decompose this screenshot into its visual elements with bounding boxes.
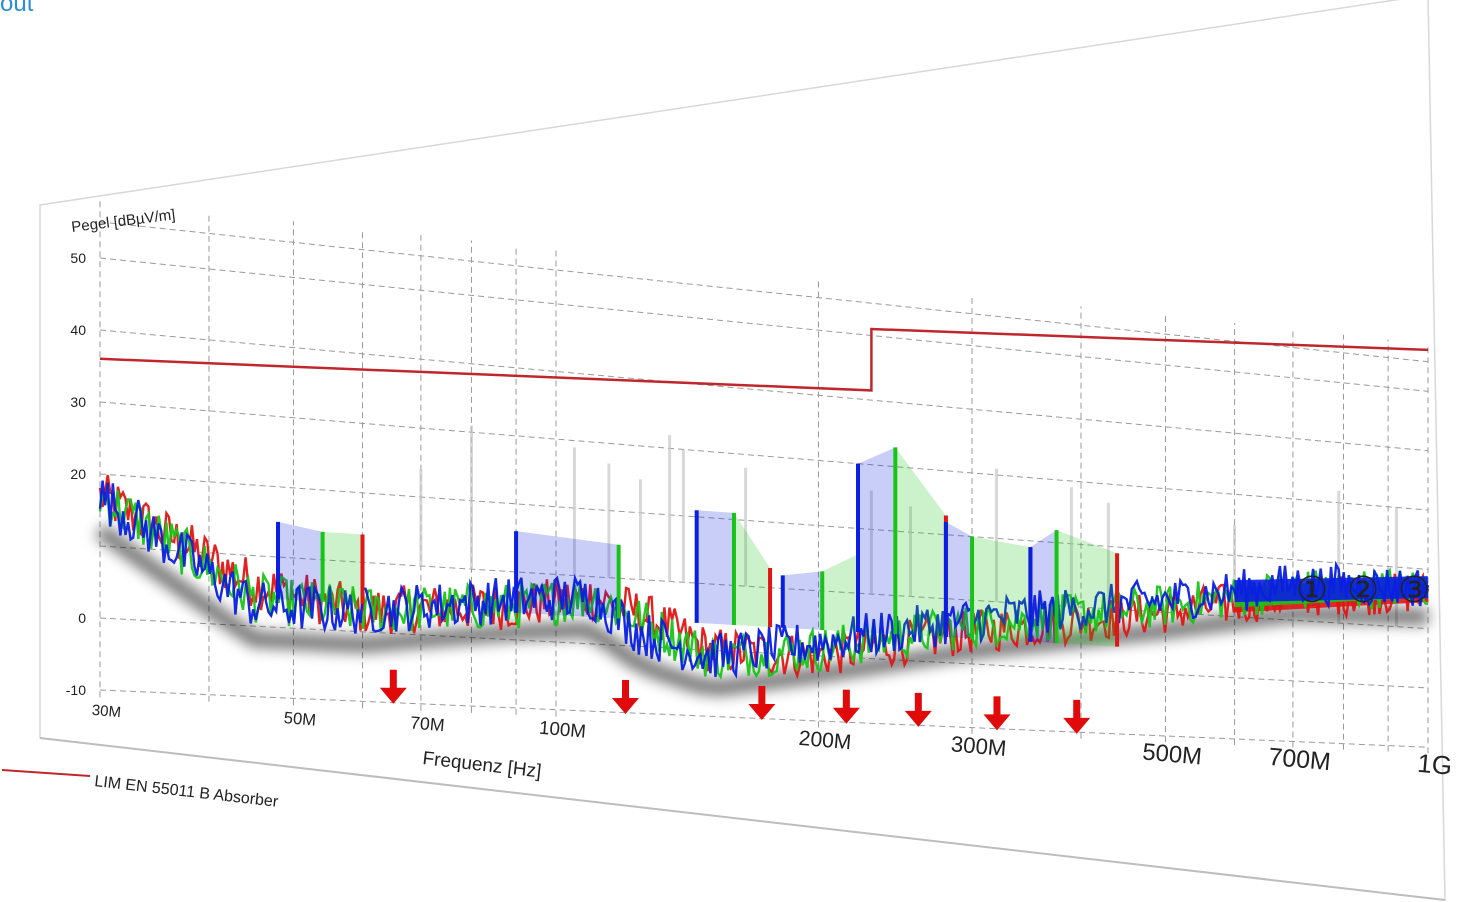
emission-fill bbox=[696, 510, 734, 625]
x-tick-label: 500M bbox=[1141, 738, 1203, 770]
x-tick-label: 1G bbox=[1416, 748, 1453, 781]
y-tick-label: 30 bbox=[70, 394, 86, 410]
corner-text: out bbox=[0, 0, 34, 17]
x-tick-label: 50M bbox=[283, 708, 317, 730]
y-tick-label: -10 bbox=[66, 682, 86, 698]
marker-arrow-shaft bbox=[1073, 699, 1081, 720]
marker-arrow-shaft bbox=[842, 689, 850, 710]
grid-line-h bbox=[99, 401, 1429, 511]
trace-band-1 bbox=[1234, 576, 1429, 603]
x-tick-label: 300M bbox=[950, 731, 1007, 761]
marker-arrow-head bbox=[983, 714, 1011, 731]
x-tick-label: 200M bbox=[798, 727, 852, 754]
marker-arrow-shaft bbox=[389, 669, 397, 690]
legend-label: LIM EN 55011 B Absorber bbox=[94, 773, 280, 811]
marker-arrow-head bbox=[379, 687, 407, 704]
x-tick-label: 70M bbox=[409, 712, 445, 735]
emission-fill bbox=[322, 531, 363, 604]
grid-line-h bbox=[99, 473, 1429, 570]
limit-line bbox=[99, 327, 1429, 392]
trace-1 bbox=[98, 480, 1430, 679]
marker-arrow-shaft bbox=[758, 685, 766, 706]
y-tick-label: 20 bbox=[70, 466, 86, 482]
emission-fill bbox=[278, 521, 323, 602]
marker-arrow-head bbox=[748, 703, 776, 720]
emission-fill bbox=[782, 571, 823, 630]
y-tick-label: 40 bbox=[70, 322, 86, 338]
marker-arrow-shaft bbox=[914, 692, 922, 713]
y-tick-label: 50 bbox=[70, 250, 86, 266]
grid-line-h bbox=[99, 329, 1429, 452]
grid-line-h bbox=[99, 257, 1429, 392]
panel-bottom-edge bbox=[39, 737, 1446, 901]
trace-shadow bbox=[95, 523, 1429, 696]
emission-fill bbox=[858, 447, 896, 635]
marker-arrow-shaft bbox=[993, 696, 1001, 717]
marker-arrow-head bbox=[832, 707, 860, 724]
y-tick-label: 0 bbox=[78, 610, 86, 626]
trace-marker-2: ② bbox=[1347, 569, 1379, 610]
emission-fill bbox=[1056, 530, 1118, 647]
grid-line-h bbox=[99, 689, 1429, 748]
x-tick-label: 100M bbox=[538, 717, 587, 742]
x-tick-label: 30M bbox=[91, 702, 122, 721]
marker-arrow-head bbox=[1063, 717, 1091, 734]
emission-fill bbox=[895, 447, 946, 637]
marker-arrow-head bbox=[904, 710, 932, 727]
emission-fill bbox=[945, 522, 972, 639]
emission-fill bbox=[972, 536, 1031, 642]
x-tick-label: 700M bbox=[1267, 743, 1331, 776]
emission-fill bbox=[734, 512, 771, 628]
emission-fill bbox=[822, 554, 858, 632]
trace-marker-3: ③ bbox=[1398, 569, 1430, 610]
trace-marker-1: ① bbox=[1296, 569, 1328, 610]
marker-arrow-head bbox=[612, 697, 640, 714]
marker-arrow-shaft bbox=[622, 679, 630, 700]
grid-line-h bbox=[99, 617, 1429, 689]
emission-fill bbox=[516, 531, 619, 619]
emission-fill bbox=[1030, 530, 1057, 644]
legend-swatch bbox=[1, 769, 91, 777]
grid-line-h bbox=[99, 221, 1429, 363]
